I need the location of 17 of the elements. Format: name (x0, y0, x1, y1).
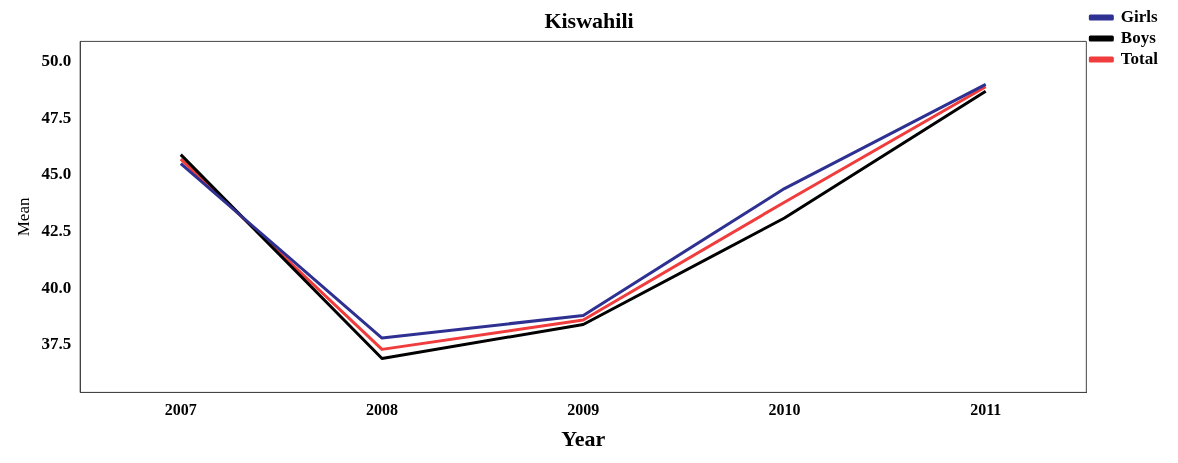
x-tick-label: 2010 (768, 401, 801, 419)
x-tick-label: 2011 (970, 401, 1002, 419)
legend-label: Total (1120, 48, 1159, 68)
y-tick-label: 40.0 (41, 277, 72, 297)
y-tick-label: 37.5 (41, 334, 72, 354)
chart-title: Kiswahili (544, 7, 634, 33)
x-axis-title: Year (561, 426, 606, 452)
y-tick-label: 50.0 (41, 51, 72, 71)
y-tick-label: 42.5 (41, 221, 72, 241)
x-tick-label: 2009 (567, 401, 600, 419)
x-tick-label: 2007 (164, 401, 197, 419)
x-tick-label: 2008 (366, 401, 399, 419)
legend-label: Girls (1120, 6, 1159, 26)
legend-label: Boys (1120, 27, 1157, 47)
y-tick-label: 47.5 (41, 107, 72, 127)
y-tick-label: 45.0 (41, 164, 72, 184)
y-axis-title: Mean (13, 197, 33, 237)
